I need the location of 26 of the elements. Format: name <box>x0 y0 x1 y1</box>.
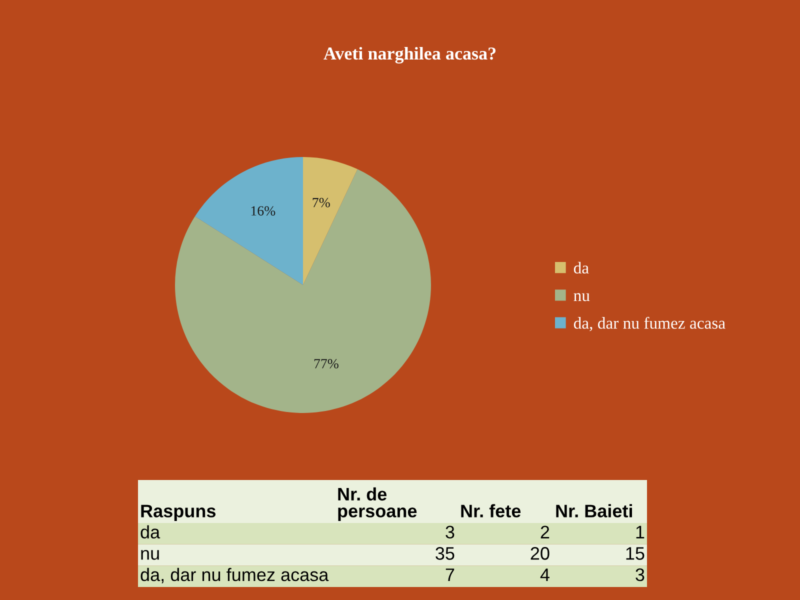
pie-slice <box>303 157 358 285</box>
chart-title: Aveti narghilea acasa? <box>324 46 496 64</box>
data-label: 7% <box>312 198 330 208</box>
category-label: nu <box>141 550 159 560</box>
text: Raspuns <box>141 504 216 521</box>
category-label: da, dar nu fumez acasa <box>140 568 329 584</box>
legend-label: nu <box>574 293 590 302</box>
data-label: 35 <box>436 547 454 560</box>
text: Nr. fete <box>461 504 521 518</box>
data-label: 15 <box>626 547 644 560</box>
series-label: Nr. de persoane <box>338 487 417 521</box>
data-label: 20 <box>530 547 550 560</box>
category-label: da <box>140 525 160 539</box>
data-label: 7 <box>446 568 454 581</box>
text: Nr. Baieti <box>556 504 632 518</box>
pie-slice <box>175 169 431 413</box>
legend-label: da <box>574 262 589 274</box>
data-label: 16% <box>251 206 276 216</box>
data-label: 77% <box>314 359 338 368</box>
data-label: 4 <box>540 568 550 581</box>
data-label: 3 <box>636 568 644 582</box>
data-label: 1 <box>636 526 644 538</box>
pie-slice <box>194 157 303 285</box>
legend-label: da, dar nu fumez acasa <box>574 316 726 332</box>
data-label: 3 <box>446 526 454 539</box>
data-label: 2 <box>540 526 550 538</box>
